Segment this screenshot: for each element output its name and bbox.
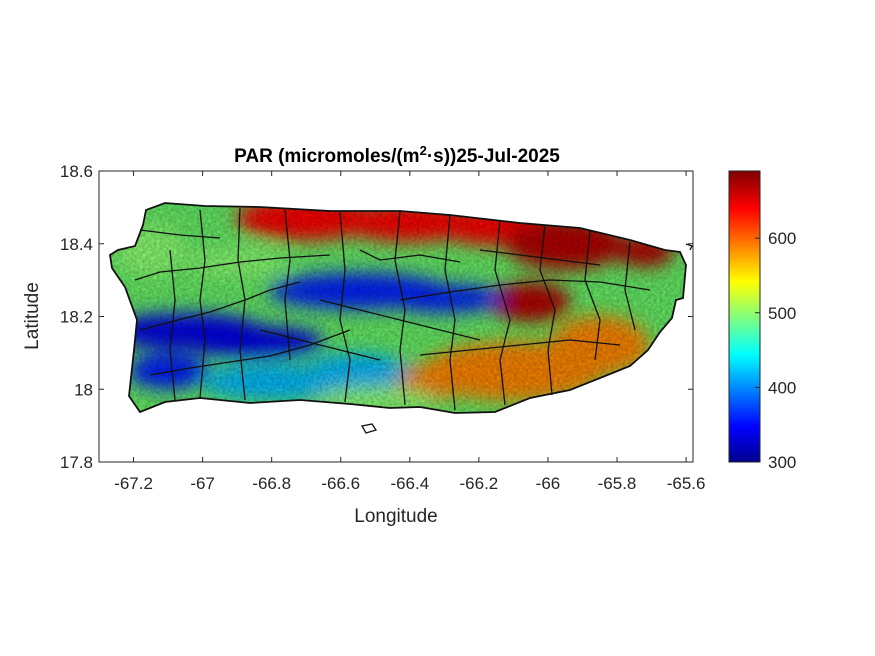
colorbar <box>728 170 761 463</box>
municipal-boundary <box>319 299 481 341</box>
y-tick-label: 18 <box>74 380 93 399</box>
x-axis-ticks: -67.2 -67 -66.8 -66.6 -66.4 -66.2 -66 -65.8 -65.… <box>114 171 705 493</box>
municipal-boundary <box>169 249 176 401</box>
municipal-boundary <box>419 339 621 356</box>
x-tick-label: -67 <box>190 474 215 493</box>
municipal-boundary <box>624 241 636 331</box>
x-tick-label: -66.8 <box>252 474 291 493</box>
y-tick-label: 18.2 <box>60 308 93 327</box>
municipal-boundary <box>237 207 246 401</box>
x-tick-label: -66.4 <box>390 474 429 493</box>
chart-title: PAR (micromoles/(m2·s))25-Jul-2025 <box>234 143 560 167</box>
municipal-boundary <box>494 219 511 406</box>
x-tick-label: -66 <box>536 474 561 493</box>
municipal-boundaries <box>109 202 693 434</box>
municipal-boundary <box>584 229 601 361</box>
colorbar-tick-label: 300 <box>768 453 796 472</box>
municipal-boundary <box>399 279 651 301</box>
x-tick-label: -65.8 <box>598 474 637 493</box>
municipal-boundary <box>259 329 381 361</box>
y-axis-label: Latitude <box>22 282 43 350</box>
municipal-boundary <box>139 229 221 239</box>
x-tick-label: -67.2 <box>114 474 153 493</box>
x-tick-label: -66.2 <box>460 474 499 493</box>
municipal-boundary <box>134 254 331 281</box>
municipal-boundary <box>149 329 351 376</box>
municipal-boundary <box>539 224 556 396</box>
colorbar-tick-label: 400 <box>768 378 796 397</box>
colorbar-tick-label: 600 <box>768 229 796 248</box>
municipal-boundary <box>359 249 461 263</box>
y-axis-ticks: 17.8 18 18.2 18.4 18.6 <box>60 162 693 472</box>
municipal-boundary <box>139 281 301 331</box>
municipal-boundary <box>394 211 406 406</box>
x-tick-label: -65.6 <box>667 474 706 493</box>
colorbar-tick-label: 500 <box>768 304 796 323</box>
x-tick-label: -66.6 <box>321 474 360 493</box>
municipal-boundary <box>284 209 291 361</box>
x-axis-label: Longitude <box>354 506 437 527</box>
municipal-boundary <box>339 211 351 403</box>
y-tick-label: 17.8 <box>60 453 93 472</box>
municipal-boundary <box>479 249 601 266</box>
y-tick-label: 18.6 <box>60 162 93 181</box>
colorbar-ticks: 300 400 500 600 <box>755 229 796 472</box>
municipal-boundary <box>444 214 456 411</box>
municipal-boundary <box>199 209 206 399</box>
y-tick-label: 18.4 <box>60 235 93 254</box>
